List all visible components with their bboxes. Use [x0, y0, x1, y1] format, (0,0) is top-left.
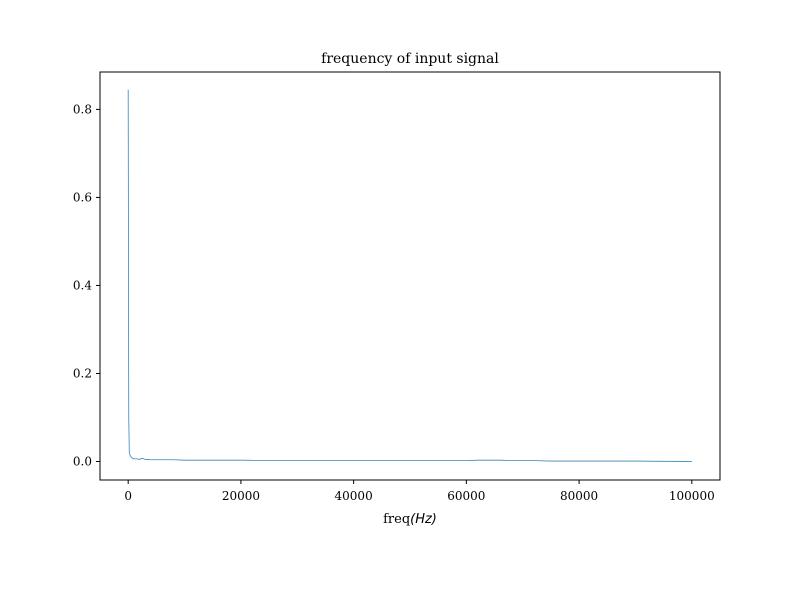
plot-frame	[99, 71, 721, 481]
x-tick-label: 100000	[669, 489, 715, 503]
y-tick-label: 0.6	[73, 190, 92, 204]
y-tick-label: 0.8	[73, 102, 92, 116]
x-axis-label: freq(Hz)	[383, 512, 437, 527]
series-line	[127, 89, 692, 462]
y-tick-label: 0.2	[73, 366, 92, 380]
y-tick-label: 0.0	[73, 455, 92, 469]
x-tick-label: 20000	[222, 489, 260, 503]
x-tick-label: 60000	[447, 489, 485, 503]
x-tick-label: 80000	[560, 489, 598, 503]
x-axis: 0 20000 40000 60000 80000 100000	[124, 480, 715, 503]
chart-title: frequency of input signal	[321, 51, 499, 67]
x-axis-label-text: freq	[383, 512, 410, 527]
y-tick-label: 0.4	[73, 278, 92, 292]
series-layer	[127, 89, 692, 462]
x-tick-label: 40000	[335, 489, 373, 503]
y-axis: 0.0 0.2 0.4 0.6 0.8	[73, 102, 100, 469]
x-axis-label-unit: (Hz)	[410, 512, 437, 527]
x-tick-label: 0	[124, 489, 132, 503]
